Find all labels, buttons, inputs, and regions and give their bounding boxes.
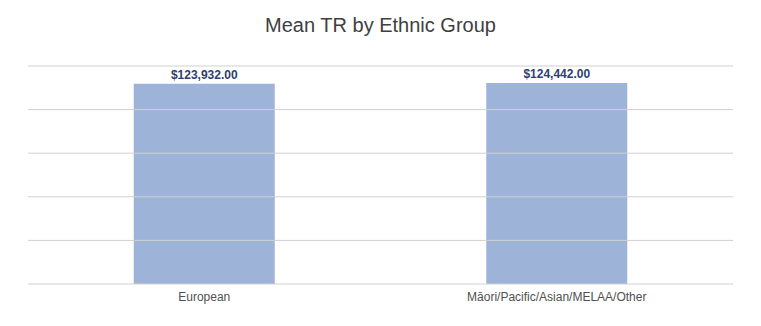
html-text:Mean TR by Ethnic Group: Mean TR by Ethnic Group: [265, 14, 496, 36]
svg-text:$123,932.00: $123,932.00: [171, 68, 238, 82]
svg-text:$124,442.00: $124,442.00: [523, 67, 590, 81]
svg-text:European: European: [178, 290, 230, 304]
svg-text:Māori/Pacific/Asian/MELAA/Othe: Māori/Pacific/Asian/MELAA/Other: [467, 290, 646, 304]
